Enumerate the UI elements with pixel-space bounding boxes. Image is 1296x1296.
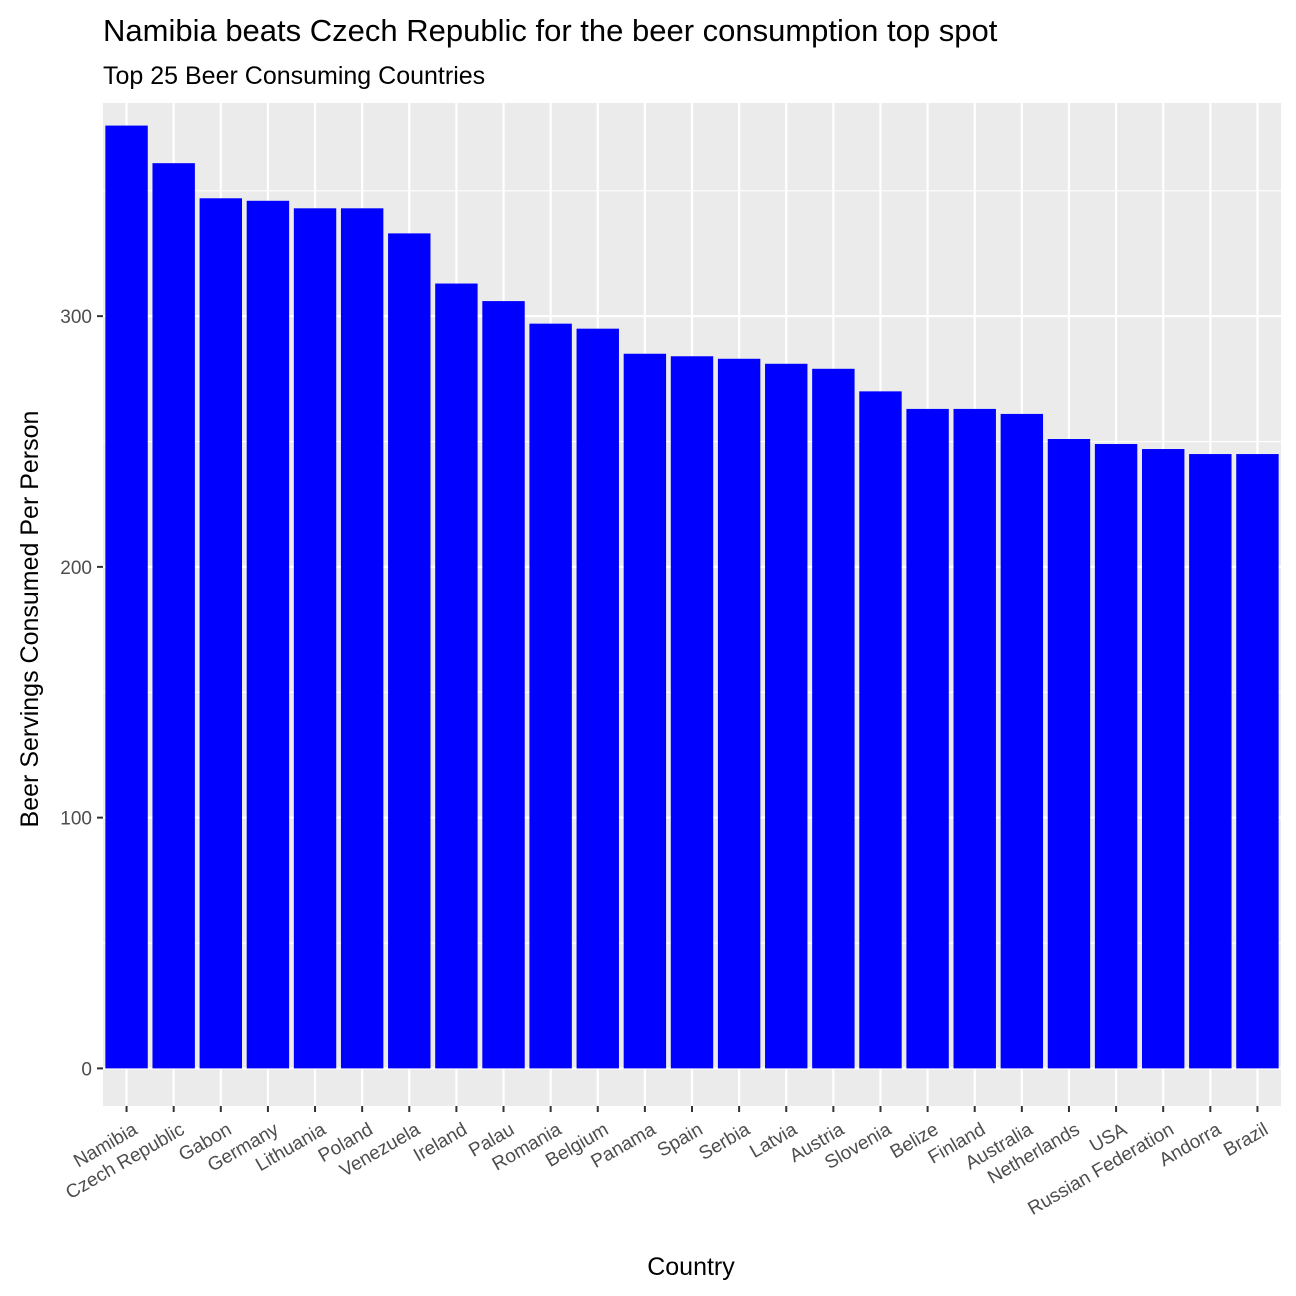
bar <box>812 368 855 1069</box>
bar <box>1094 444 1138 1069</box>
bar <box>670 356 714 1069</box>
x-tick-label: Brazil <box>1220 1119 1272 1161</box>
bar <box>953 408 996 1069</box>
bar <box>623 353 667 1069</box>
bar <box>859 391 902 1069</box>
chart-subtitle: Top 25 Beer Consuming Countries <box>103 62 485 90</box>
bars <box>105 125 1279 1069</box>
bar <box>529 323 572 1069</box>
y-axis-ticks: 0 100 200 300 <box>60 307 103 1080</box>
x-tick-label: Ireland <box>410 1119 471 1166</box>
y-axis-title: Beer Servings Consumed Per Person <box>16 411 44 828</box>
chart-title: Namibia beats Czech Republic for the bee… <box>103 13 998 48</box>
bar <box>293 208 337 1069</box>
bar <box>765 363 808 1069</box>
y-tick-label: 200 <box>60 558 92 579</box>
bar <box>717 358 761 1069</box>
bar <box>105 125 148 1069</box>
bar <box>199 198 243 1069</box>
y-tick-label: 300 <box>60 307 92 328</box>
bar <box>1047 439 1091 1069</box>
bar <box>482 301 525 1069</box>
bar <box>1189 454 1232 1069</box>
x-axis-title: Country <box>647 1253 735 1281</box>
bar <box>1000 413 1044 1069</box>
y-tick-label: 0 <box>81 1059 92 1080</box>
bar <box>906 408 949 1069</box>
bar <box>388 233 431 1069</box>
bar <box>435 283 478 1069</box>
x-tick-label: Serbia <box>696 1119 754 1165</box>
bar <box>340 208 384 1069</box>
bar <box>576 328 619 1069</box>
bar <box>152 163 195 1069</box>
x-tick-label: Spain <box>654 1119 707 1161</box>
y-tick-label: 100 <box>60 809 92 830</box>
bar <box>1236 454 1279 1069</box>
bar <box>1141 449 1185 1069</box>
bar <box>246 200 290 1069</box>
